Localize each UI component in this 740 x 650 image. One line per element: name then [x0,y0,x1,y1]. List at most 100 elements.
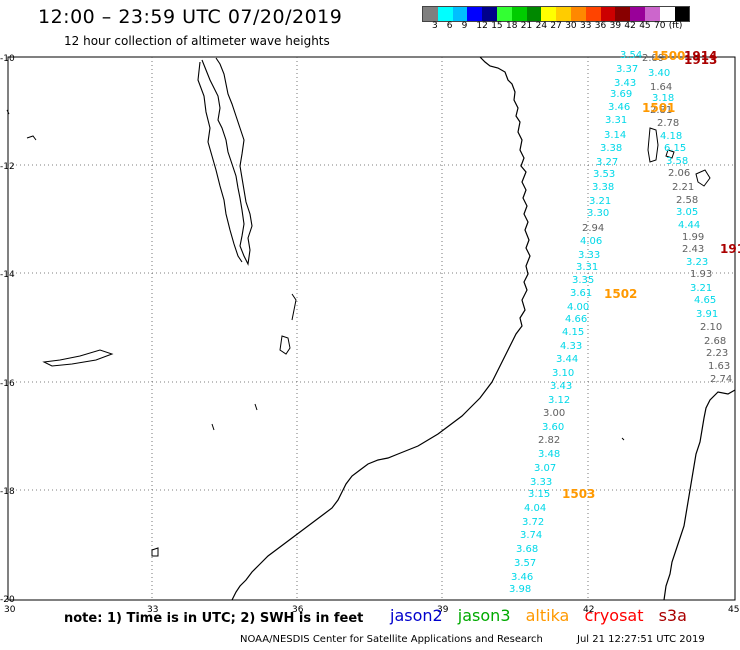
cycle-label: 1501 [642,101,675,115]
island-anjouan [665,149,675,159]
legend-swatch [674,7,690,21]
swh-value: 3.91 [696,309,718,320]
swh-value: 4.06 [580,236,602,247]
swh-value: 3.07 [534,463,556,474]
swh-value: 3.74 [520,530,542,541]
sat-cryosat: cryosat [584,606,644,625]
swh-value: 3.00 [543,408,565,419]
swh-value: 2.21 [672,182,694,193]
swh-value: 3.43 [614,78,636,89]
legend-label: 18 [506,21,518,31]
swh-value: 3.14 [604,130,626,141]
legend-swatch [615,7,631,21]
swh-value: 1.99 [682,232,704,243]
swh-value: 4.65 [694,295,716,306]
swh-value: 3.21 [690,283,712,294]
lon-label: 33 [147,605,158,615]
legend-label: 15 [491,21,503,31]
legend-swatch [452,7,468,21]
legend-label: 42 [624,21,636,31]
swh-value: 3.38 [592,182,614,193]
generated-timestamp: Jul 21 12:27:51 UTC 2019 [577,634,705,645]
legend-label: 30 [565,21,577,31]
lat-label: -20 [0,595,15,605]
cycle-label: 1914 [684,49,717,63]
cycle-label: 1502 [604,287,637,301]
legend-swatch [630,7,645,21]
swh-value: 3.05 [676,207,698,218]
swh-value: 3.48 [538,449,560,460]
swh-value: 2.58 [676,195,698,206]
legend-label: 36 [594,21,607,31]
cycle-label: 191 [720,242,740,256]
lon-label: 39 [437,605,449,615]
sat-jason3: jason3 [457,606,511,625]
legend-label: 6 [446,21,453,31]
swh-value: 4.18 [660,131,682,142]
swh-value: 3.10 [552,368,574,379]
lon-label: 42 [583,605,594,615]
cycle-label: 1913 [684,53,717,67]
swh-value: 3.61 [570,288,592,299]
legend-swatch [423,7,438,21]
legend-label: 24 [535,21,548,31]
madagascar-coast [663,389,736,601]
legend-label: 9 [461,21,468,31]
legend-swatch [600,7,616,21]
swh-value: 2.94 [582,223,604,234]
swh-value: 3.31 [605,115,627,126]
swh-value: 4.04 [524,503,546,514]
swh-value: 3.68 [516,544,538,555]
color-scale-bar [422,6,691,22]
color-scale-labels: 3 6 9 12 15 18 21 24 27 30 33 36 39 42 45 70 (ft) [422,21,740,33]
africa-coastline [231,56,531,601]
lat-label: -16 [0,379,15,389]
swh-value: 4.00 [567,302,589,313]
swh-value: 3.30 [587,208,609,219]
legend-swatch [556,7,571,21]
swh-value: 3.23 [686,257,708,268]
swh-value: 3.60 [542,422,564,433]
small-island-4 [211,423,215,431]
lat-label: -18 [0,487,15,497]
legend-label: 33 [580,21,592,31]
swh-value: 3.12 [548,395,570,406]
lat-lon-grid [8,57,735,600]
swh-value: 3.38 [600,143,622,154]
swh-value: 3.46 [511,572,533,583]
swh-value: 4.33 [560,341,582,352]
map-title: 12:00 – 23:59 UTC 07/20/2019 [38,6,343,28]
swh-value: 2.74 [710,374,732,385]
legend-swatch [511,7,527,21]
swh-value: 3.33 [578,250,600,261]
satellite-legend: jason2 jason3 altika cryosat s3a [390,606,697,625]
legend-label: 39 [609,21,622,31]
sat-altika: altika [525,606,570,625]
legend-swatch [526,7,542,21]
swh-value: 3.40 [648,68,670,79]
swh-value: 2.10 [700,322,722,333]
swh-value: 1.63 [708,361,730,372]
swh-value: 3.98 [509,584,531,595]
swh-value: 3.43 [550,381,572,392]
swh-value: 3.31 [576,262,598,273]
swh-value: 3.58 [666,156,688,167]
swh-value: 2.06 [668,168,690,179]
swh-value: 2.78 [657,118,679,129]
lake-malawi [201,57,253,266]
cycle-label: 1500 [652,49,685,63]
lon-labels: 30 33 36 39 42 45 [4,605,739,615]
legend-swatch [659,7,675,21]
map-frame [7,56,736,601]
swh-value: 4.66 [565,314,587,325]
legend-label: (ft) [668,21,683,31]
legend-label: 12 [476,21,488,31]
sat-jason2: jason2 [390,606,443,625]
swh-value: 3.21 [589,196,611,207]
legend-swatch [467,7,483,21]
legend-swatch [570,7,586,21]
legend-swatch [437,7,453,21]
swh-value: 2.82 [538,435,560,446]
small-island-1 [26,135,37,141]
